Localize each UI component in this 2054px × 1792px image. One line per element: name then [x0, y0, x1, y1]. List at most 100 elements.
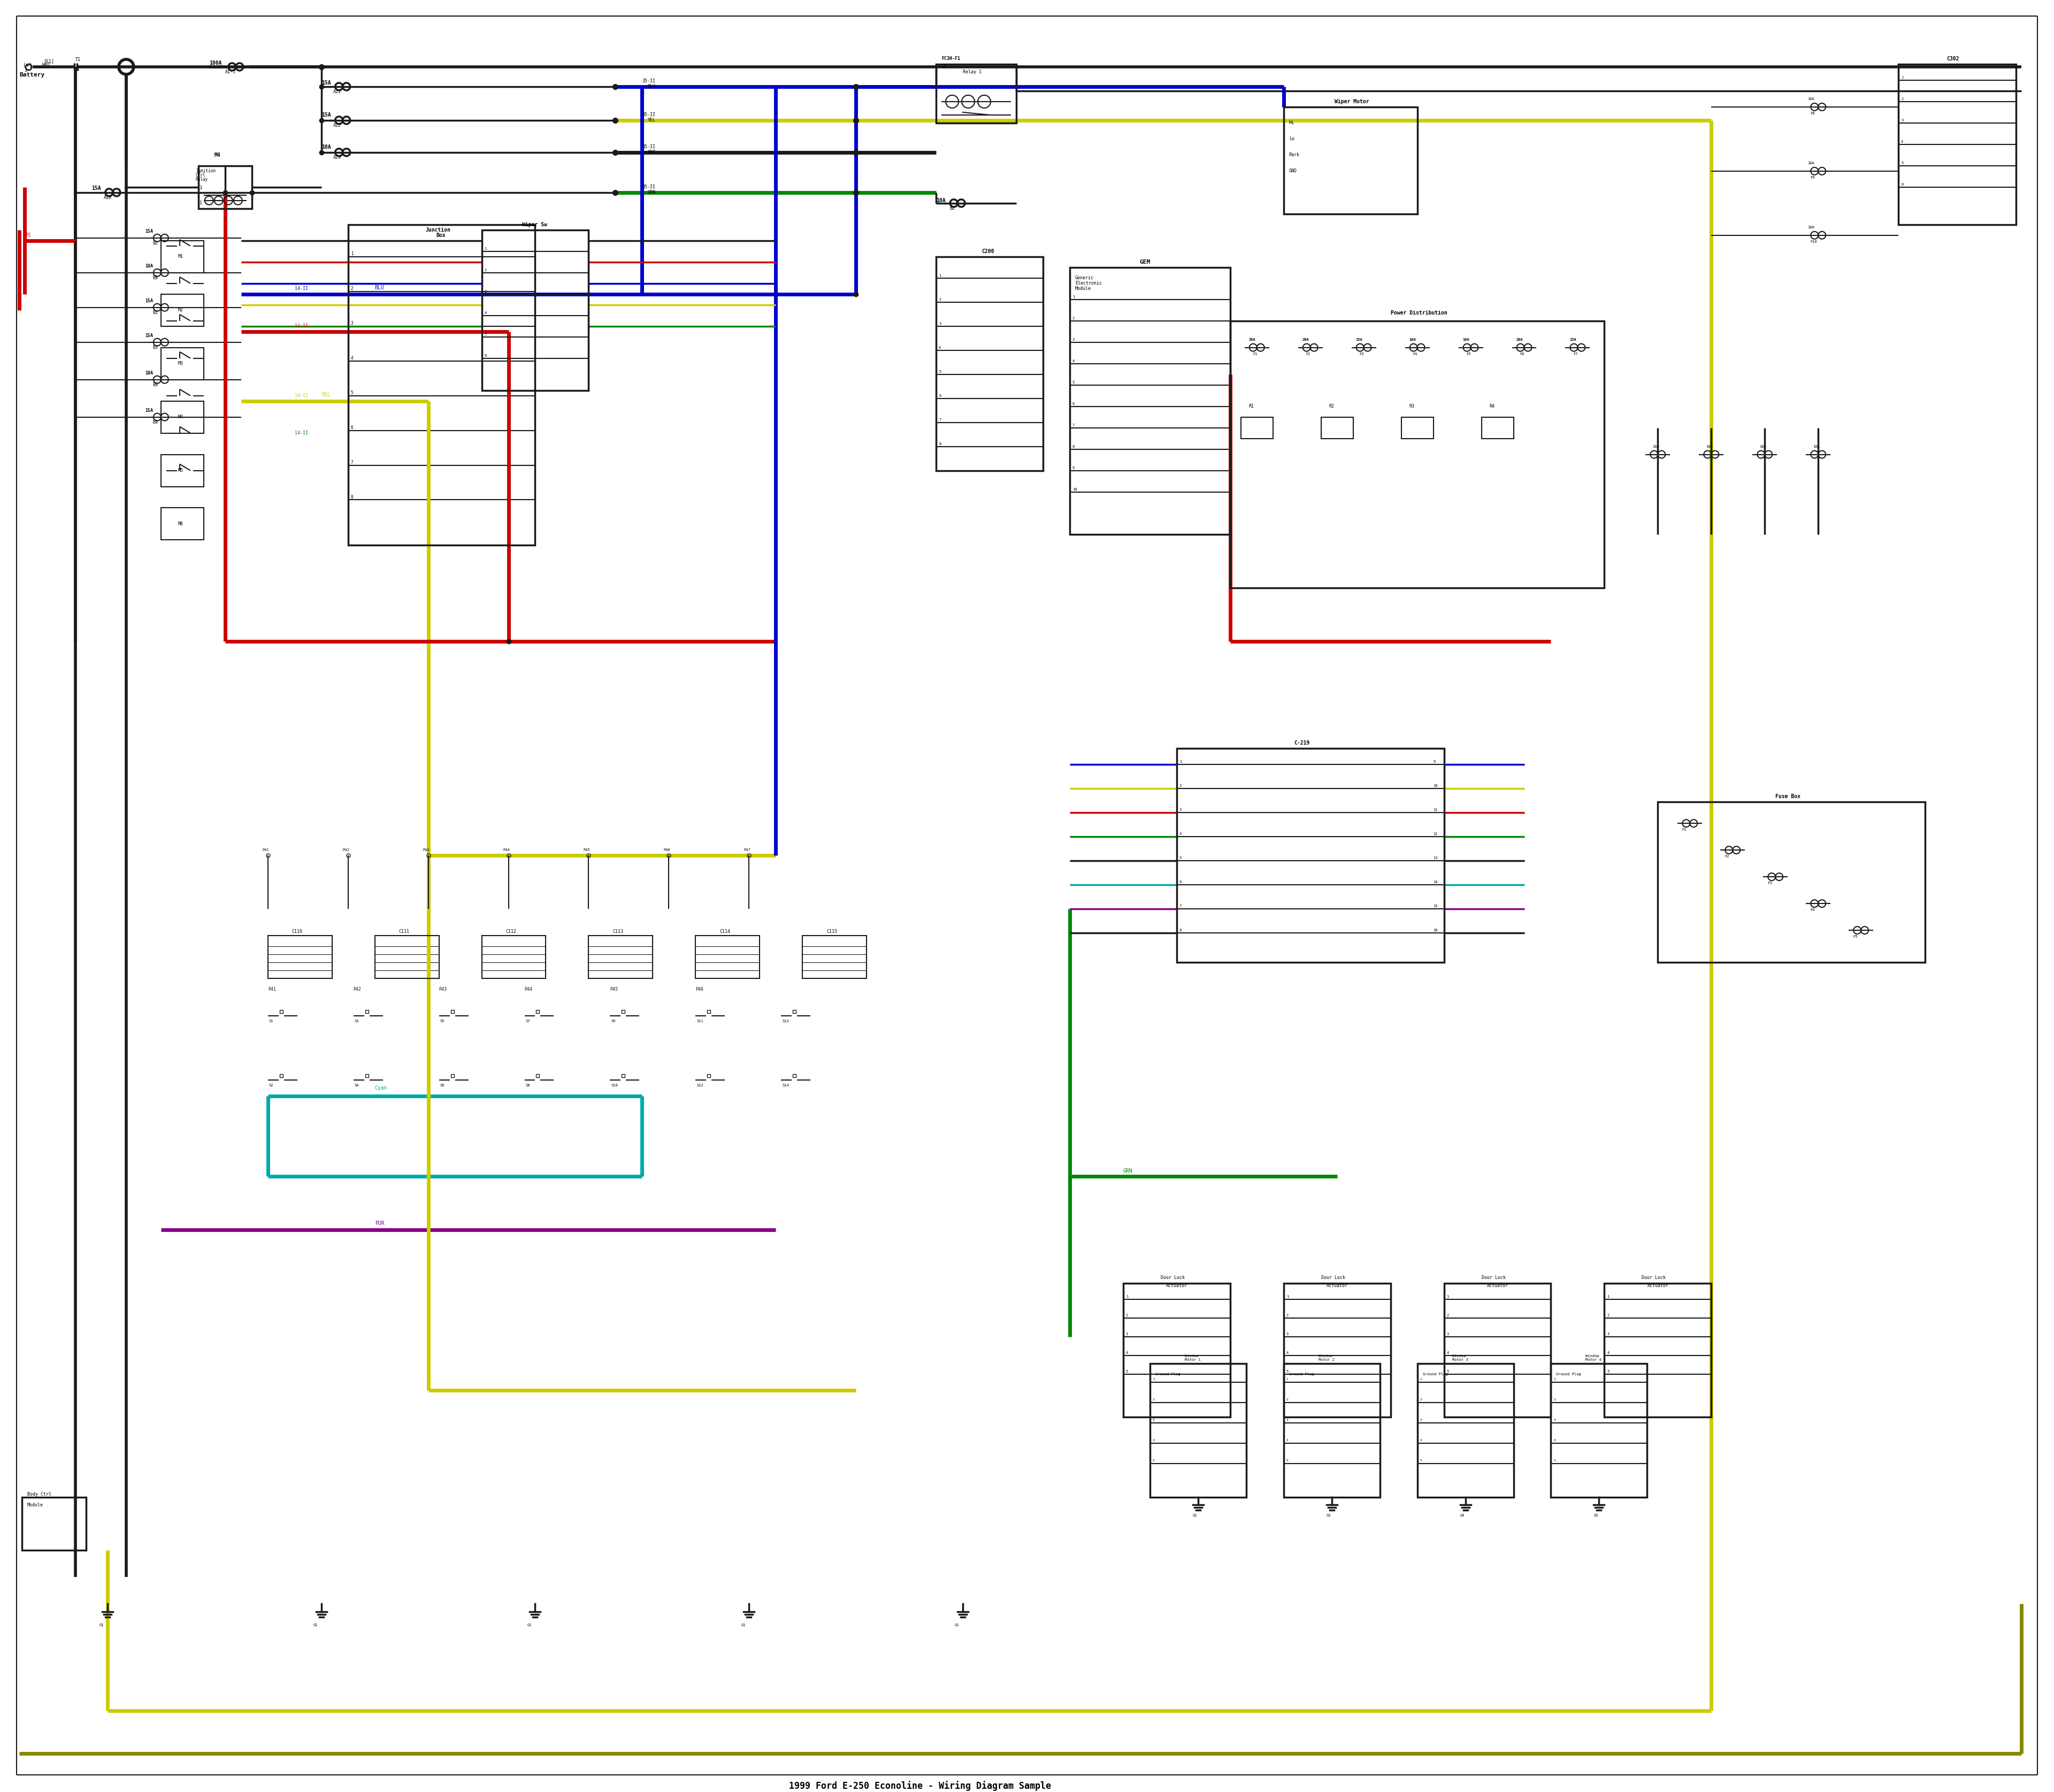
Text: Actuator: Actuator — [1327, 1283, 1347, 1288]
Text: 10A: 10A — [1462, 339, 1469, 340]
Text: C114: C114 — [719, 928, 731, 934]
Text: P44: P44 — [503, 848, 509, 851]
Text: P45: P45 — [583, 848, 589, 851]
Text: S14: S14 — [783, 1084, 789, 1088]
Text: Ground Plug: Ground Plug — [1290, 1373, 1315, 1376]
Text: 1: 1 — [351, 251, 353, 256]
Text: G1: G1 — [314, 1624, 318, 1627]
Text: G5: G5 — [1594, 1514, 1598, 1518]
Bar — [1124, 1283, 1230, 1417]
Text: 5: 5 — [351, 391, 353, 396]
Text: 1: 1 — [1606, 1296, 1610, 1297]
Text: 2: 2 — [485, 269, 487, 272]
Text: F6: F6 — [1520, 353, 1524, 355]
Text: C302: C302 — [1947, 56, 1960, 61]
Text: B2: B2 — [949, 206, 955, 211]
Text: ANT: ANT — [647, 151, 655, 154]
Bar — [1551, 1364, 1647, 1496]
Bar — [1241, 418, 1273, 439]
Text: B8: B8 — [152, 276, 158, 280]
Text: F3: F3 — [1360, 353, 1364, 355]
Text: 3: 3 — [1446, 1331, 1448, 1335]
Text: 3: 3 — [1606, 1331, 1610, 1335]
Text: F9: F9 — [1810, 176, 1816, 179]
Bar — [1177, 749, 1444, 962]
Bar — [1417, 1364, 1514, 1496]
Bar — [1658, 803, 1925, 962]
Text: 2: 2 — [1072, 317, 1074, 319]
Text: 14-II: 14-II — [294, 430, 308, 435]
Text: 2: 2 — [351, 287, 353, 290]
Text: S8: S8 — [526, 1084, 530, 1088]
Text: PUR: PUR — [374, 1220, 384, 1226]
Bar — [1284, 1364, 1380, 1496]
Text: 2: 2 — [1902, 97, 1904, 100]
Text: 1: 1 — [76, 66, 80, 72]
Text: Actuator: Actuator — [1647, 1283, 1668, 1288]
Text: FC3H-F1: FC3H-F1 — [941, 56, 959, 61]
Text: A22: A22 — [333, 124, 341, 127]
Bar — [1284, 1283, 1391, 1417]
Text: 8: 8 — [351, 495, 353, 500]
Text: P46: P46 — [696, 987, 705, 991]
Bar — [937, 65, 1017, 124]
Text: GRN: GRN — [647, 190, 655, 195]
Text: 15A: 15A — [320, 113, 331, 118]
Text: B1: B1 — [152, 310, 158, 315]
Text: 3: 3 — [939, 323, 941, 324]
Text: 9: 9 — [1072, 466, 1074, 470]
Text: Junction: Junction — [425, 228, 450, 233]
Text: 7: 7 — [939, 418, 941, 421]
Text: P42: P42 — [353, 987, 362, 991]
Text: B2: B2 — [152, 240, 158, 246]
Text: 5: 5 — [1606, 1369, 1610, 1373]
Text: 1999 Ford E-250 Econoline - Wiring Diagram Sample: 1999 Ford E-250 Econoline - Wiring Diagr… — [789, 1781, 1052, 1790]
Text: 5: 5 — [485, 333, 487, 335]
Text: 15A: 15A — [1569, 339, 1577, 340]
Text: T1: T1 — [76, 57, 80, 63]
Text: 8: 8 — [939, 443, 941, 446]
Text: Electronic: Electronic — [1074, 281, 1101, 285]
Text: F7: F7 — [1573, 353, 1577, 355]
Text: Module: Module — [27, 1503, 43, 1507]
Bar — [1284, 108, 1417, 213]
Text: 4: 4 — [1286, 1351, 1288, 1355]
Text: Actuator: Actuator — [1167, 1283, 1187, 1288]
Text: P43: P43 — [440, 987, 448, 991]
Text: R2: R2 — [1329, 403, 1335, 409]
Text: 10A: 10A — [320, 145, 331, 151]
Text: A16: A16 — [105, 195, 111, 201]
Text: G1: G1 — [741, 1624, 746, 1627]
Text: G1: G1 — [99, 1624, 105, 1627]
Bar — [483, 935, 546, 978]
Text: F2: F2 — [1725, 855, 1729, 858]
Text: P47: P47 — [744, 848, 750, 851]
Text: 4: 4 — [1606, 1351, 1610, 1355]
Text: 5: 5 — [1126, 1369, 1128, 1373]
Text: GND: GND — [1290, 168, 1296, 174]
Text: S4: S4 — [355, 1084, 359, 1088]
Text: 7: 7 — [351, 461, 353, 464]
Text: 15A: 15A — [146, 299, 152, 303]
Text: Ground Plug: Ground Plug — [1423, 1373, 1448, 1376]
Bar — [160, 507, 203, 539]
Text: 4: 4 — [485, 312, 487, 314]
Text: Door Lock: Door Lock — [1641, 1276, 1666, 1279]
Text: R1: R1 — [27, 233, 31, 238]
Text: 10: 10 — [1072, 487, 1076, 491]
Text: 6: 6 — [1902, 183, 1904, 186]
Text: 6: 6 — [351, 425, 353, 430]
Text: P42: P42 — [343, 848, 349, 851]
Text: GEM: GEM — [1140, 260, 1150, 265]
Text: 3: 3 — [199, 186, 201, 190]
Text: Lo: Lo — [1290, 136, 1294, 142]
Text: Module: Module — [1074, 287, 1091, 290]
Text: B9: B9 — [152, 382, 158, 387]
Text: 4: 4 — [1179, 833, 1181, 835]
Text: Ground Plug: Ground Plug — [1557, 1373, 1582, 1376]
Text: 1: 1 — [1179, 760, 1181, 763]
Text: 3: 3 — [1286, 1331, 1288, 1335]
Text: 8: 8 — [1072, 444, 1074, 448]
Text: 1: 1 — [199, 201, 201, 206]
Text: 3: 3 — [1179, 808, 1181, 812]
